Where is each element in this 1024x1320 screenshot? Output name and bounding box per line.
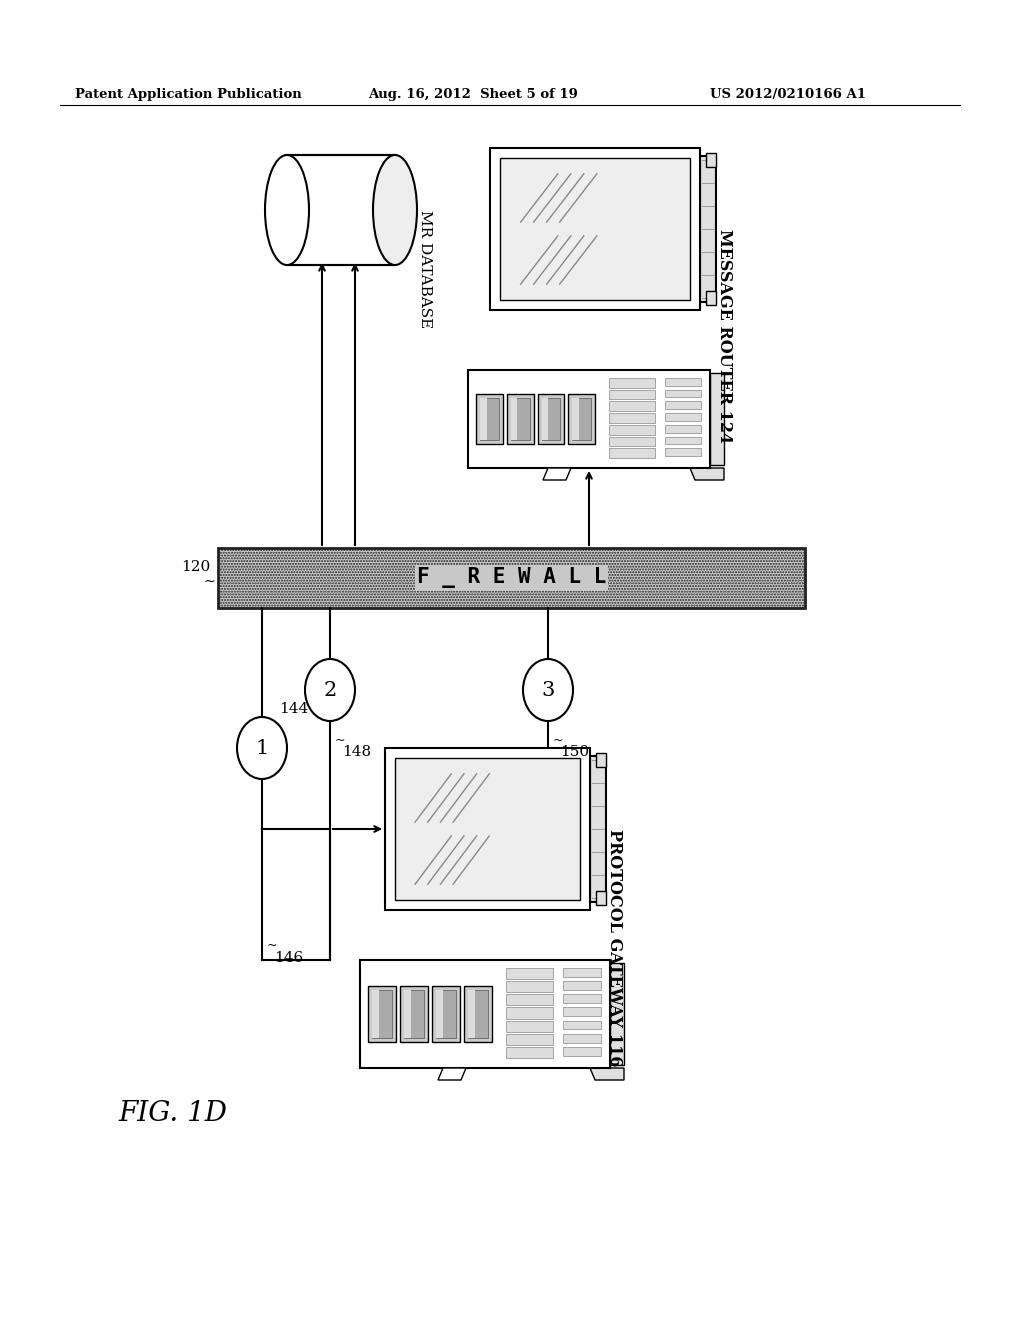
Text: 144: 144 (279, 702, 308, 715)
Bar (360, 960, 610, 1068)
Bar (596, 752, 606, 767)
Text: Aug. 16, 2012  Sheet 5 of 19: Aug. 16, 2012 Sheet 5 of 19 (368, 88, 578, 102)
Bar (385, 748, 590, 909)
Bar (500, 158, 690, 300)
Bar (506, 1034, 553, 1045)
Bar (572, 397, 579, 441)
Ellipse shape (237, 717, 287, 779)
Text: Patent Application Publication: Patent Application Publication (75, 88, 302, 102)
Bar (665, 401, 700, 409)
Text: FIG. 1D: FIG. 1D (118, 1100, 227, 1127)
Text: 146: 146 (274, 950, 303, 965)
Bar (511, 397, 517, 441)
Text: 3: 3 (542, 681, 555, 700)
Bar (436, 990, 456, 1038)
Bar (468, 990, 487, 1038)
Bar (395, 758, 580, 900)
Bar (563, 981, 601, 990)
Bar (706, 153, 716, 168)
Bar (609, 401, 654, 411)
Bar (609, 437, 654, 446)
Text: 148: 148 (342, 744, 371, 759)
Bar (436, 990, 442, 1038)
Bar (563, 1034, 601, 1043)
Bar (218, 548, 805, 609)
Bar (665, 449, 700, 455)
Text: PROTOCOL GATEWAY 116: PROTOCOL GATEWAY 116 (605, 829, 623, 1067)
Bar (563, 1020, 601, 1030)
Bar (464, 986, 492, 1041)
Bar (563, 1047, 601, 1056)
Ellipse shape (305, 659, 355, 721)
Bar (538, 393, 564, 445)
Bar (480, 397, 499, 441)
Bar (596, 891, 606, 906)
Polygon shape (590, 1068, 624, 1080)
Bar (476, 393, 503, 445)
Bar (372, 990, 379, 1038)
Bar (542, 397, 560, 441)
Ellipse shape (265, 154, 309, 265)
Bar (610, 964, 624, 1065)
Text: MESSAGE ROUTER 124: MESSAGE ROUTER 124 (716, 228, 732, 444)
Bar (609, 389, 654, 400)
Bar (506, 981, 553, 993)
Bar (665, 425, 700, 433)
Bar (468, 370, 710, 469)
Bar (665, 389, 700, 397)
Text: ~: ~ (335, 734, 345, 747)
Bar (563, 994, 601, 1003)
Bar (506, 1020, 553, 1032)
Bar (400, 986, 428, 1041)
Text: ~: ~ (267, 939, 278, 952)
Ellipse shape (373, 154, 417, 265)
Bar (507, 393, 534, 445)
Bar (506, 994, 553, 1006)
Bar (710, 374, 724, 465)
Bar (468, 990, 474, 1038)
Bar (563, 1007, 601, 1016)
Bar (372, 990, 392, 1038)
Bar (403, 990, 424, 1038)
Text: 1: 1 (255, 738, 268, 758)
Bar (480, 397, 486, 441)
Bar (590, 756, 606, 902)
Bar (609, 413, 654, 422)
Bar (609, 378, 654, 388)
Bar (506, 1047, 553, 1059)
Bar (706, 290, 716, 305)
Bar (490, 148, 700, 310)
Text: ~: ~ (204, 576, 215, 589)
Ellipse shape (523, 659, 573, 721)
Bar (432, 986, 460, 1041)
Text: F _ R E W A L L: F _ R E W A L L (417, 568, 606, 589)
Bar (542, 397, 548, 441)
Text: 2: 2 (324, 681, 337, 700)
Bar (665, 413, 700, 421)
Bar (506, 1007, 553, 1019)
Bar (506, 968, 553, 979)
Text: ~: ~ (553, 734, 563, 747)
Bar (609, 425, 654, 434)
Text: MR DATABASE: MR DATABASE (418, 210, 432, 329)
Bar (563, 968, 601, 977)
Bar (287, 154, 395, 265)
Bar (511, 397, 529, 441)
Bar (568, 393, 595, 445)
Text: 150: 150 (560, 744, 589, 759)
Bar (665, 437, 700, 445)
Bar (665, 378, 700, 385)
Polygon shape (690, 469, 724, 480)
Bar (368, 986, 396, 1041)
Polygon shape (543, 469, 571, 480)
Text: US 2012/0210166 A1: US 2012/0210166 A1 (710, 88, 866, 102)
Bar (609, 449, 654, 458)
Bar (700, 156, 716, 302)
Text: 120: 120 (181, 560, 210, 574)
Bar (403, 990, 411, 1038)
Polygon shape (438, 1068, 466, 1080)
Bar (572, 397, 591, 441)
